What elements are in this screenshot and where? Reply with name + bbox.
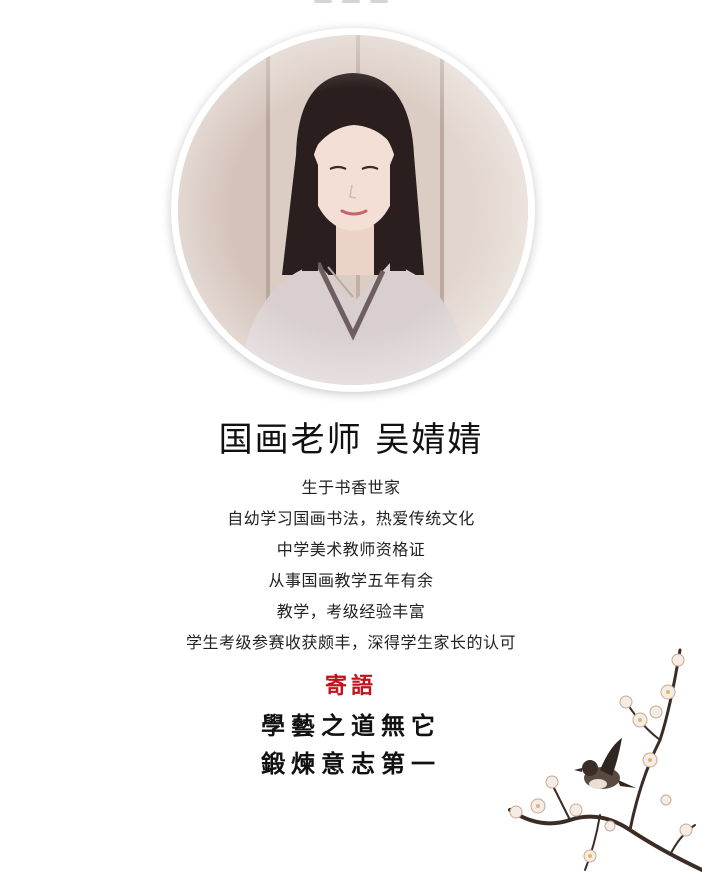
bio-line: 中学美术教师资格证	[276, 540, 426, 559]
motto-line: 學藝之道無它	[261, 711, 441, 740]
bio-line: 学生考级参赛收获颇丰，深得学生家长的认可	[185, 633, 516, 652]
bio-line: 自幼学习国画书法，热爱传统文化	[227, 509, 475, 528]
teacher-title: 国画老师 吴婧婧	[218, 420, 484, 460]
bio-line: 生于书香世家	[301, 478, 401, 497]
bio-line: 教学，考级经验丰富	[276, 602, 426, 621]
plum-blossom-branch-decoration	[490, 630, 702, 890]
teacher-portrait	[178, 35, 528, 385]
bio-line: 从事国画教学五年有余	[268, 571, 434, 590]
bio-list: 生于书香世家 自幼学习国画书法，热爱传统文化 中学美术教师资格证 从事国画教学五…	[0, 472, 702, 658]
top-decoration	[271, 0, 431, 4]
motto-heading: 寄語	[324, 673, 377, 699]
motto-line: 鍛煉意志第一	[261, 749, 441, 778]
